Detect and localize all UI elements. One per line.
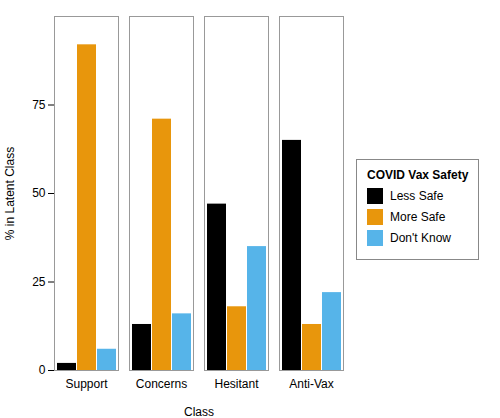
svg-text:75: 75 <box>32 98 46 112</box>
svg-text:Anti-Vax: Anti-Vax <box>289 377 333 391</box>
svg-text:Class: Class <box>184 405 214 418</box>
svg-text:Support: Support <box>65 377 108 391</box>
svg-text:Concerns: Concerns <box>136 377 187 391</box>
svg-text:25: 25 <box>32 275 46 289</box>
svg-text:50: 50 <box>32 186 46 200</box>
svg-text:% in Latent Class: % in Latent Class <box>3 147 17 240</box>
svg-text:0: 0 <box>39 363 46 377</box>
html-text:Don't Know: Don't Know <box>390 230 451 245</box>
html-text:More Safe: More Safe <box>390 209 446 224</box>
html-text:Less Safe: Less Safe <box>390 188 444 203</box>
html-text:COVID Vax Safety: COVID Vax Safety <box>367 167 469 182</box>
svg-text:Hesitant: Hesitant <box>214 377 259 391</box>
